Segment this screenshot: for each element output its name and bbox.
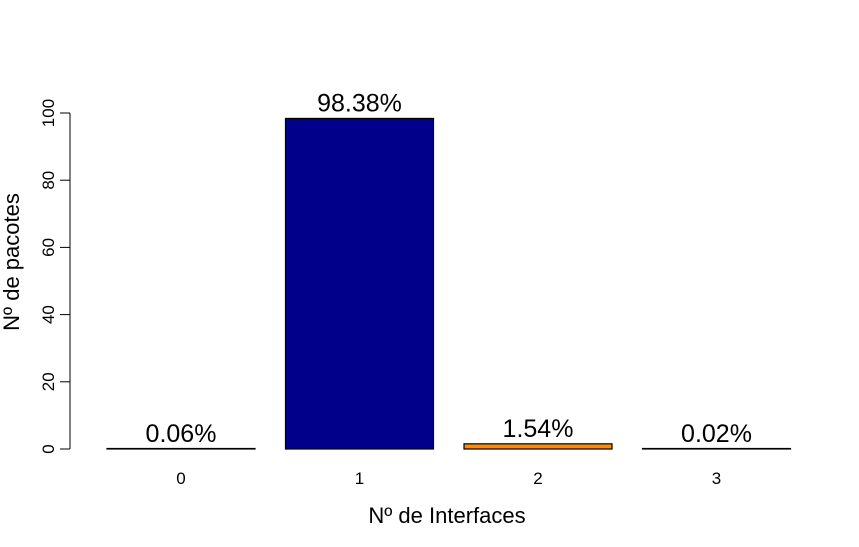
x-tick-label: 1: [355, 469, 364, 488]
bar-data-label: 98.38%: [317, 89, 402, 117]
data-labels: 0.06% 98.38% 1.54% 0.02%: [146, 89, 752, 447]
y-tick-label: 60: [39, 238, 58, 257]
bars: [106, 117, 792, 450]
y-tick-label: 40: [39, 305, 58, 324]
x-axis-ticks: 0 1 2 3: [176, 469, 721, 488]
x-tick-label: 0: [176, 469, 185, 488]
bar: [641, 447, 792, 450]
y-axis: 0 20 40 60 80 100: [39, 99, 71, 454]
bar: [463, 443, 613, 450]
bar: [106, 447, 256, 450]
x-axis-title: Nº de Interfaces: [368, 503, 525, 528]
bar: [284, 117, 435, 450]
bar-data-label: 0.06%: [146, 420, 217, 448]
y-tick-label: 20: [39, 372, 58, 391]
y-tick-label: 0: [39, 444, 58, 453]
y-axis-title: Nº de pacotes: [0, 193, 24, 331]
x-tick-label: 3: [712, 469, 721, 488]
y-tick-label: 100: [39, 99, 58, 127]
bar-data-label: 0.02%: [681, 420, 752, 448]
y-tick-label: 80: [39, 171, 58, 190]
x-tick-label: 2: [533, 469, 542, 488]
bar-data-label: 1.54%: [503, 415, 574, 443]
